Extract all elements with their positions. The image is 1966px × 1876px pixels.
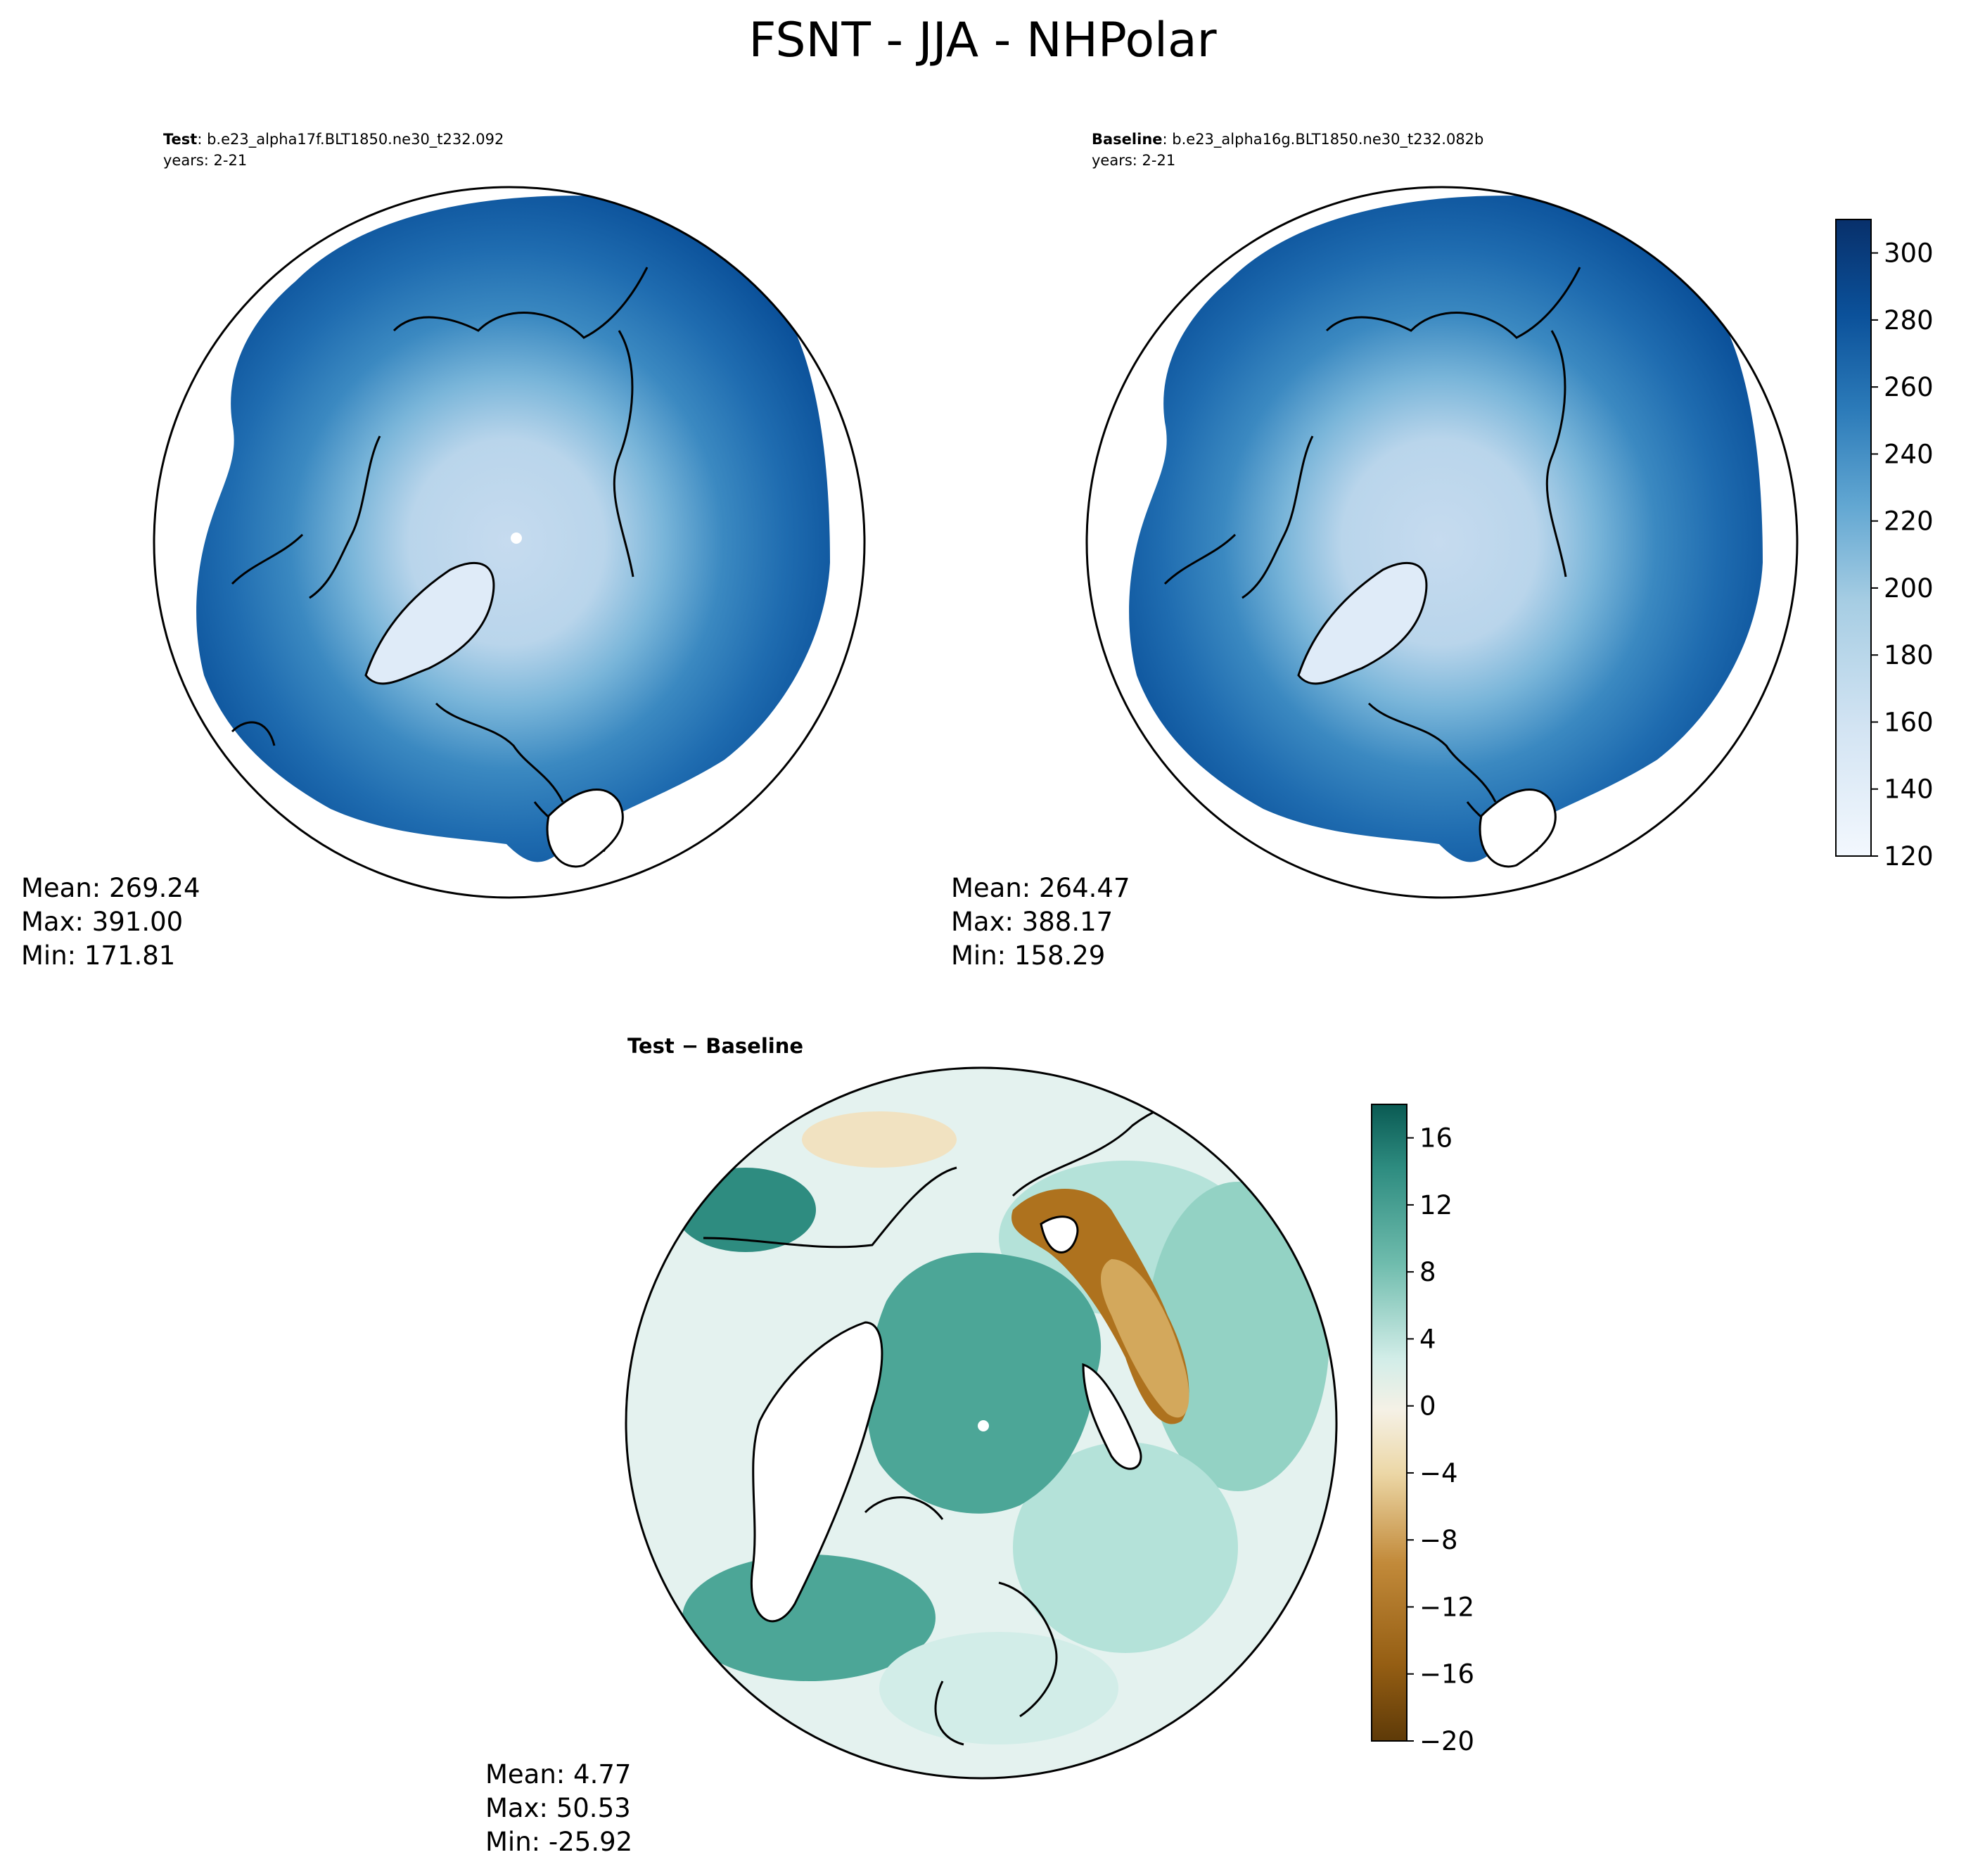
test-coastline	[231, 267, 649, 853]
colorbar-top-tick-label: 280	[1884, 305, 1934, 336]
figure-title: FSNT - JJA - NHPolar	[748, 13, 1216, 68]
colorbar-diff-tick-label: −12	[1419, 1592, 1474, 1622]
diff-map	[626, 1068, 1336, 1778]
test-map-boundary	[153, 186, 866, 899]
baseline-coastline	[1163, 267, 1581, 853]
colorbar-top-tick-label: 260	[1884, 372, 1934, 402]
colorbar-diff-bar	[1371, 1104, 1408, 1742]
test-label: Test	[163, 131, 197, 148]
colorbar-top-tick-label: 140	[1884, 774, 1934, 805]
colorbar-diff-ticks: −20 −16 −12 −8 −4 0 4 8 12 16	[1407, 1123, 1474, 1756]
baseline-years: years: 2-21	[1092, 152, 1175, 169]
colorbar-diff-tick-label: 0	[1419, 1391, 1436, 1422]
diff-coastline	[703, 1100, 1211, 1746]
test-min: Min: 171.81	[21, 940, 175, 971]
panel-diff: Test − Baseline −2	[485, 1034, 1474, 1857]
test-pole-marker	[511, 532, 522, 544]
test-mean: Mean: 269.24	[21, 873, 200, 903]
colorbar-diff-tick-label: 12	[1419, 1190, 1453, 1220]
diff-label: Test − Baseline	[627, 1034, 803, 1058]
colorbar-top-tick-label: 160	[1884, 707, 1934, 737]
colorbar-diff-tick-label: −4	[1419, 1458, 1458, 1488]
colorbar-top-tick-label: 300	[1884, 238, 1934, 269]
colorbar-diff-tick-label: 16	[1419, 1123, 1453, 1154]
colorbar-diff-tick-label: 8	[1419, 1257, 1436, 1287]
test-max: Max: 391.00	[21, 907, 183, 937]
colorbar-diff-tick-label: −8	[1419, 1525, 1458, 1555]
diff-mean: Mean: 4.77	[485, 1759, 631, 1789]
test-years: years: 2-21	[163, 152, 247, 169]
colorbar-top-tick-label: 220	[1884, 506, 1934, 537]
test-map	[154, 187, 864, 898]
diff-min: Min: -25.92	[485, 1827, 632, 1857]
colorbar-top-tick-label: 200	[1884, 573, 1934, 604]
test-case-name: : b.e23_alpha17f.BLT1850.ne30_t232.092	[197, 131, 504, 148]
diff-greenland-missing	[751, 1321, 883, 1623]
colorbar-diff-tick-label: −16	[1419, 1659, 1474, 1690]
diff-arctic-field	[866, 1252, 1102, 1514]
baseline-label: Baseline	[1092, 131, 1163, 148]
baseline-map-boundary	[1085, 186, 1799, 899]
panel-test: Test: b.e23_alpha17f.BLT1850.ne30_t232.0…	[21, 131, 866, 971]
baseline-min: Min: 158.29	[951, 940, 1105, 971]
colorbar-top: 120 140 160 180 200 220 240 260 280 300	[1835, 219, 1934, 872]
svg-text:Baseline: b.e23_alpha16g.BLT18: Baseline: b.e23_alpha16g.BLT1850.ne30_t2…	[1092, 131, 1483, 148]
colorbar-diff: −20 −16 −12 −8 −4 0 4 8 12 16	[1371, 1104, 1474, 1756]
baseline-case-name: : b.e23_alpha16g.BLT1850.ne30_t232.082b	[1163, 131, 1484, 148]
colorbar-top-bar	[1835, 219, 1872, 857]
panel-baseline: Baseline: b.e23_alpha16g.BLT1850.ne30_t2…	[951, 131, 1799, 971]
colorbar-diff-tick-label: 4	[1419, 1324, 1436, 1354]
diff-max: Max: 50.53	[485, 1793, 631, 1823]
colorbar-diff-tick-label: −20	[1419, 1726, 1474, 1756]
baseline-max: Max: 388.17	[951, 907, 1113, 937]
svg-text:Test: b.e23_alpha17f.BLT1850.n: Test: b.e23_alpha17f.BLT1850.ne30_t232.0…	[163, 131, 504, 148]
diff-pole-marker	[978, 1420, 989, 1431]
baseline-mean: Mean: 264.47	[951, 873, 1130, 903]
baseline-greenland	[1297, 561, 1428, 685]
colorbar-top-ticks: 120 140 160 180 200 220 240 260 280 300	[1871, 238, 1934, 872]
colorbar-top-tick-label: 120	[1884, 841, 1934, 872]
baseline-field	[1129, 196, 1763, 862]
diff-map-boundary	[625, 1066, 1338, 1780]
baseline-map	[1087, 187, 1797, 898]
colorbar-top-tick-label: 180	[1884, 640, 1934, 670]
test-greenland	[364, 561, 495, 685]
colorbar-top-tick-label: 240	[1884, 439, 1934, 469]
test-field	[196, 196, 831, 862]
